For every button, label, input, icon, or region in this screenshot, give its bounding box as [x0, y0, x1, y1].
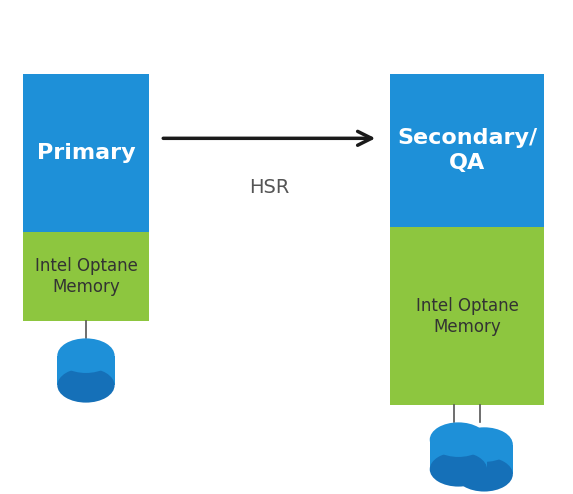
Ellipse shape	[430, 422, 487, 457]
Ellipse shape	[456, 427, 513, 462]
FancyBboxPatch shape	[456, 445, 513, 474]
Ellipse shape	[430, 452, 487, 487]
Text: Primary: Primary	[37, 143, 135, 163]
FancyBboxPatch shape	[23, 74, 149, 232]
Ellipse shape	[456, 457, 513, 492]
Text: Intel Optane
Memory: Intel Optane Memory	[415, 297, 519, 335]
FancyBboxPatch shape	[23, 232, 149, 321]
FancyBboxPatch shape	[57, 356, 115, 385]
FancyBboxPatch shape	[390, 74, 544, 227]
Ellipse shape	[57, 338, 115, 373]
FancyBboxPatch shape	[390, 227, 544, 405]
FancyBboxPatch shape	[430, 440, 487, 469]
Ellipse shape	[57, 368, 115, 403]
Text: Secondary/
QA: Secondary/ QA	[397, 128, 537, 173]
Text: HSR: HSR	[249, 178, 289, 197]
Text: Intel Optane
Memory: Intel Optane Memory	[34, 257, 138, 296]
